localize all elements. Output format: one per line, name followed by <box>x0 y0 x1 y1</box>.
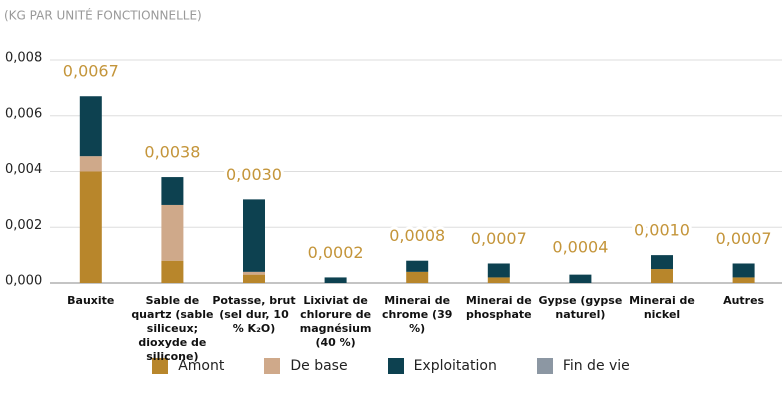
bar-segment <box>79 156 102 172</box>
y-tick-label: 0,002 <box>5 218 42 233</box>
x-tick-label: Minerai de phosphate <box>465 294 532 321</box>
bar-segment <box>487 277 510 283</box>
total-label: 0,0030 <box>226 165 282 184</box>
legend-label: Exploitation <box>413 358 497 374</box>
legend-item: Exploitation <box>387 358 497 374</box>
legend-label: Fin de vie <box>562 358 630 374</box>
x-tick-label: Potasse, brut (sel dur, 10 % K₂O) <box>212 294 296 335</box>
grid <box>50 59 782 284</box>
total-label: 0,0067 <box>63 62 119 81</box>
x-tick-label: Minerai de nickel <box>629 294 695 321</box>
bar-segment <box>487 263 510 278</box>
x-tick-label: Bauxite <box>67 294 115 307</box>
bar-segment <box>243 199 265 272</box>
legend-swatch <box>152 358 169 374</box>
x-tick-label: Gypse (gypse naturel) <box>538 294 623 321</box>
bar-segment <box>651 255 673 270</box>
legend: Amont De base Exploitation Fin de vie <box>0 358 782 374</box>
total-label: 0,0007 <box>716 229 772 248</box>
bar-segment <box>79 171 102 283</box>
bar-segment <box>569 274 592 283</box>
x-tick-label: Autres <box>723 294 765 307</box>
bar-segment <box>243 274 265 283</box>
legend-item: Amont <box>152 358 224 374</box>
bar-segment <box>651 269 673 283</box>
x-tick-label: Lixiviat de chlorure de magnésium (40 %) <box>299 294 372 349</box>
legend-swatch <box>387 358 404 374</box>
legend-item: De base <box>264 358 348 374</box>
legend-label: Amont <box>178 358 225 374</box>
plot: (KG PAR UNITÉ FONCTIONNELLE) 0,000 0,002 0… <box>4 8 782 289</box>
total-label: 0,0002 <box>308 243 364 262</box>
bar-segment <box>324 277 347 283</box>
x-tick-label: Sable de quartz (sable siliceux; dioxyde… <box>131 294 214 363</box>
bar-segment <box>161 260 184 283</box>
y-tick-label: 0,004 <box>5 162 42 177</box>
legend-item: Fin de vie <box>536 358 630 374</box>
total-label: 0,0010 <box>634 221 690 240</box>
total-label: 0,0004 <box>552 237 608 256</box>
bar-segment <box>161 204 184 261</box>
total-label: 0,0008 <box>389 226 445 245</box>
y-tick-label: 0,008 <box>5 51 42 66</box>
y-tick-label: 0,006 <box>5 106 42 121</box>
legend-swatch <box>536 358 553 374</box>
y-tick-label: 0,000 <box>5 274 42 289</box>
bar-segment <box>732 277 755 283</box>
bar-segment <box>406 260 429 272</box>
bar-segment <box>161 177 184 205</box>
bar-segment <box>79 96 102 157</box>
total-label: 0,0038 <box>144 143 200 162</box>
x-tick-label: Minerai de chrome (39 %) <box>381 294 453 335</box>
legend-label: De base <box>290 358 348 374</box>
bar-segment <box>243 271 265 275</box>
bar-segment <box>406 271 429 283</box>
total-label: 0,0007 <box>471 229 527 248</box>
bar-segment <box>732 263 755 278</box>
subtitle: (KG PAR UNITÉ FONCTIONNELLE) <box>4 8 202 23</box>
legend-swatch <box>264 358 281 374</box>
